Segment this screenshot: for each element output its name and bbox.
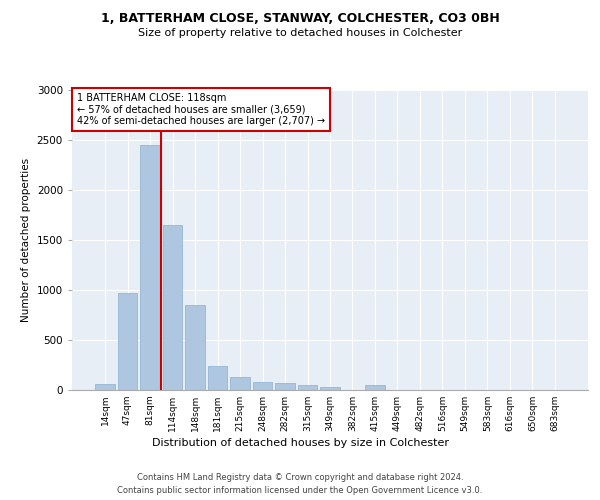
Text: Distribution of detached houses by size in Colchester: Distribution of detached houses by size … (151, 438, 449, 448)
Bar (208, 366, 227, 390)
Text: 1, BATTERHAM CLOSE, STANWAY, COLCHESTER, CO3 0BH: 1, BATTERHAM CLOSE, STANWAY, COLCHESTER,… (101, 12, 499, 26)
Bar (230, 377, 250, 390)
Text: Contains public sector information licensed under the Open Government Licence v3: Contains public sector information licen… (118, 486, 482, 495)
Bar (140, 145, 160, 390)
Bar (253, 382, 272, 390)
Bar (365, 384, 385, 390)
Text: 1 BATTERHAM CLOSE: 118sqm
← 57% of detached houses are smaller (3,659)
42% of se: 1 BATTERHAM CLOSE: 118sqm ← 57% of detac… (77, 93, 325, 126)
Bar (298, 384, 317, 390)
Y-axis label: Number of detached properties: Number of detached properties (21, 158, 31, 322)
Text: Size of property relative to detached houses in Colchester: Size of property relative to detached ho… (138, 28, 462, 38)
Bar (118, 292, 137, 390)
Bar (95, 384, 115, 390)
Bar (275, 383, 295, 390)
Bar (163, 225, 182, 390)
Text: Contains HM Land Registry data © Crown copyright and database right 2024.: Contains HM Land Registry data © Crown c… (137, 472, 463, 482)
Bar (185, 305, 205, 390)
Bar (320, 387, 340, 390)
